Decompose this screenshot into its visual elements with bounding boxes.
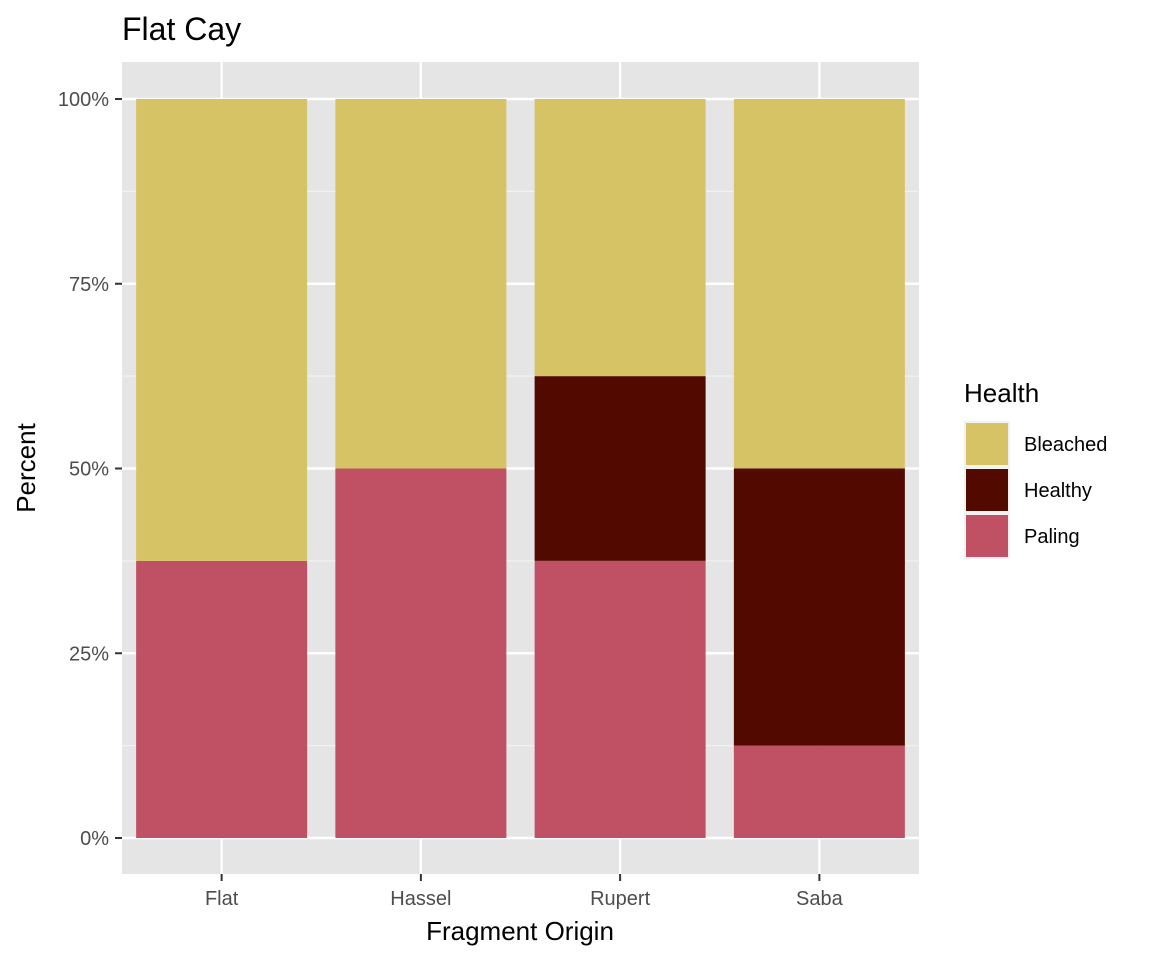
y-tick-label: 50% bbox=[69, 459, 109, 481]
y-tick-label: 75% bbox=[69, 274, 109, 296]
x-axis: Flat Hassel Rupert Saba bbox=[205, 874, 844, 910]
bar-hassel-bleached bbox=[335, 99, 507, 469]
y-tick-label: 25% bbox=[69, 643, 109, 665]
bar-rupert-paling bbox=[534, 560, 706, 838]
y-tick-label: 0% bbox=[80, 828, 109, 850]
bar-saba-bleached bbox=[733, 99, 905, 469]
y-axis-title: Percent bbox=[11, 422, 41, 512]
bar-rupert-healthy bbox=[534, 376, 706, 561]
legend-label-paling: Paling bbox=[1024, 526, 1080, 548]
x-tick-label: Flat bbox=[205, 888, 239, 910]
bar-saba-paling bbox=[733, 745, 905, 838]
bar-flat-paling bbox=[136, 560, 308, 838]
legend-title: Health bbox=[964, 378, 1039, 408]
legend-swatch-bleached bbox=[966, 423, 1008, 465]
legend-swatch-healthy bbox=[966, 469, 1008, 511]
bar-saba-healthy bbox=[733, 468, 905, 746]
x-axis-title: Fragment Origin bbox=[426, 916, 614, 946]
bar-hassel-paling bbox=[335, 468, 507, 838]
bars bbox=[136, 99, 905, 838]
x-tick-label: Saba bbox=[796, 888, 844, 910]
legend-label-healthy: Healthy bbox=[1024, 480, 1092, 502]
x-tick-label: Hassel bbox=[390, 888, 451, 910]
y-tick-label: 100% bbox=[58, 89, 109, 111]
x-tick-label: Rupert bbox=[590, 888, 650, 910]
bar-rupert-bleached bbox=[534, 99, 706, 377]
legend: Health Bleached Healthy Paling bbox=[964, 378, 1107, 559]
legend-label-bleached: Bleached bbox=[1024, 434, 1107, 456]
chart-title: Flat Cay bbox=[122, 11, 241, 47]
bar-flat-bleached bbox=[136, 99, 308, 561]
y-axis: 0% 25% 50% 75% 100% bbox=[58, 89, 122, 850]
legend-swatch-paling bbox=[966, 515, 1008, 557]
